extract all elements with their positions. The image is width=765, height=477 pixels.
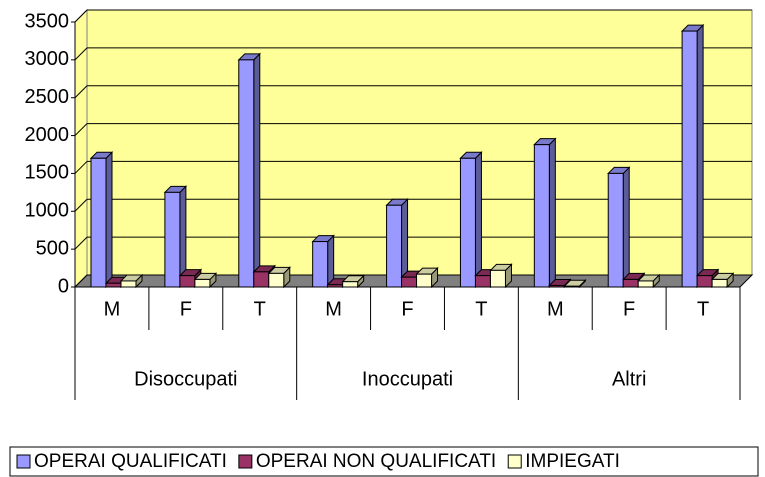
legend-label: OPERAI NON QUALIFICATI	[256, 451, 496, 472]
x-tick-label: F	[180, 298, 192, 320]
bar-front	[696, 275, 713, 288]
legend-swatch	[16, 454, 31, 469]
bar	[637, 273, 661, 289]
grid-line	[74, 161, 88, 174]
bar-front	[312, 241, 329, 288]
bar	[459, 151, 483, 289]
x-tick-label: F	[401, 298, 413, 320]
bar-front	[164, 191, 181, 288]
bar-front	[607, 172, 624, 288]
x-tick-label: M	[547, 298, 564, 320]
grid-line	[74, 47, 88, 61]
legend-swatch	[238, 454, 253, 469]
y-tick-label: 3500	[25, 10, 70, 32]
grid-line	[74, 236, 88, 250]
group-label: Inoccupati	[362, 368, 453, 390]
bar	[533, 137, 557, 289]
bar-side	[105, 151, 113, 289]
grid-line	[74, 123, 88, 136]
x-tick-label: F	[623, 298, 635, 320]
bar-front	[637, 280, 654, 288]
x-tick-label: M	[104, 298, 121, 320]
bar-side	[622, 166, 630, 289]
bar-side	[474, 151, 482, 289]
legend-label: OPERAI QUALIFICATI	[34, 451, 227, 472]
bar-front	[268, 272, 285, 288]
bar	[311, 234, 335, 289]
legend-swatch	[507, 454, 522, 469]
bar	[119, 273, 144, 289]
bar	[89, 151, 114, 289]
bar-front	[238, 59, 255, 288]
y-tick-label: 3000	[25, 48, 70, 70]
bar-front	[253, 271, 270, 288]
bar-side	[696, 23, 704, 289]
group-label: Altri	[612, 368, 646, 390]
bar-front	[416, 273, 433, 288]
grid-line	[74, 198, 88, 212]
y-tick-label: 2500	[25, 86, 70, 108]
y-tick-label: 1000	[25, 200, 70, 222]
y-tick-label: 500	[36, 237, 69, 259]
bar	[680, 23, 705, 289]
bar	[415, 266, 439, 289]
bar-front	[342, 281, 359, 288]
x-tick-label: T	[254, 298, 266, 320]
back-wall	[86, 9, 753, 276]
bar-side	[548, 137, 556, 289]
x-tick-label: T	[475, 298, 487, 320]
bar	[163, 185, 188, 289]
bar	[607, 166, 631, 289]
y-tick-label: 2000	[25, 124, 70, 146]
bar	[267, 266, 291, 289]
bar-front	[489, 269, 506, 288]
legend-label: IMPIEGATI	[525, 451, 620, 472]
legend-box	[9, 446, 759, 477]
bar	[341, 274, 365, 289]
bar	[385, 198, 409, 289]
grid-line	[74, 85, 88, 99]
bar-front	[711, 278, 728, 288]
bar-front	[386, 204, 403, 288]
bar-front	[90, 157, 107, 288]
bar-front	[194, 278, 211, 288]
bar-front	[401, 276, 418, 288]
bar	[193, 272, 218, 289]
bar-front	[681, 30, 698, 288]
bar-side	[253, 52, 261, 289]
group-label: Disoccupati	[134, 368, 237, 390]
grid-line	[74, 274, 88, 288]
bar-front	[105, 282, 122, 288]
bar-front	[474, 275, 491, 288]
grid-line	[74, 9, 88, 23]
bar-front	[533, 144, 550, 288]
x-tick-label: M	[325, 298, 342, 320]
bar-front	[622, 278, 639, 288]
bar-front	[120, 280, 137, 288]
side-wall	[74, 8, 88, 289]
y-tick-label: 0	[58, 275, 69, 297]
bar	[489, 263, 513, 289]
x-tick-label: T	[697, 298, 709, 320]
bar-front	[459, 157, 476, 288]
bar-front	[179, 275, 196, 288]
bar	[237, 52, 261, 289]
y-tick-label: 1500	[25, 162, 70, 184]
